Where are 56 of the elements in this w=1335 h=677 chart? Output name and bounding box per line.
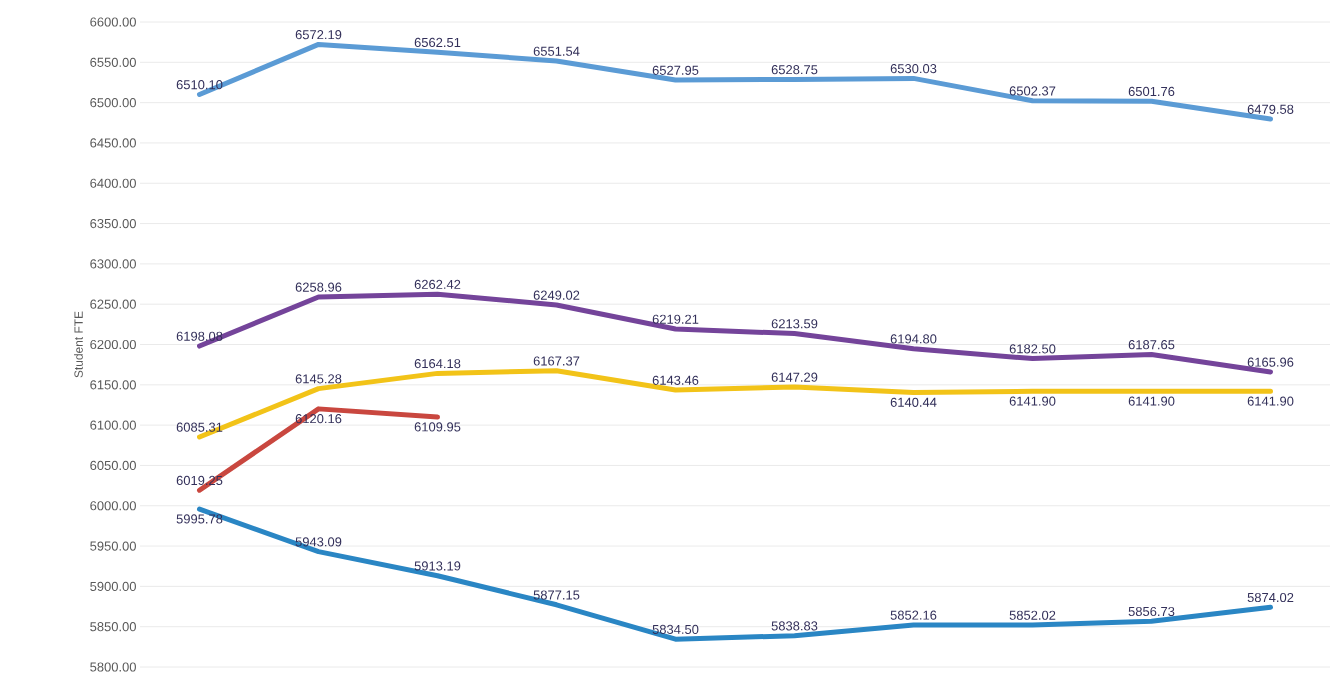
data-label: 6140.44: [890, 397, 937, 407]
data-label: 6143.46: [652, 375, 699, 385]
data-label: 6109.95: [414, 422, 461, 432]
data-label: 6501.76: [1128, 86, 1175, 96]
data-label: 5856.73: [1128, 606, 1175, 617]
y-tick-label: 6200.00: [90, 339, 136, 350]
data-label: 6141.90: [1009, 396, 1056, 406]
data-label: 6572.19: [295, 30, 342, 40]
y-tick-label: 6100.00: [90, 420, 136, 430]
data-label: 6528.75: [771, 65, 818, 75]
y-tick-label: 6050.00: [90, 460, 136, 471]
data-label: 6164.18: [414, 359, 461, 369]
y-tick-label: 6400.00: [90, 178, 136, 188]
data-label: 6502.37: [1009, 86, 1056, 96]
data-label: 6187.65: [1128, 340, 1175, 350]
data-label: 6141.90: [1128, 396, 1175, 406]
data-label: 6182.50: [1009, 344, 1056, 354]
data-label: 5877.15: [533, 590, 580, 600]
data-label: 6530.03: [890, 64, 937, 74]
y-tick-label: 6600.00: [90, 17, 136, 27]
data-label: 6165.96: [1247, 357, 1294, 367]
data-label: 5995.78: [176, 514, 223, 524]
data-label: 6213.59: [771, 319, 818, 329]
y-tick-label: 5950.00: [90, 541, 136, 551]
y-tick-label: 5900.00: [90, 581, 136, 591]
y-tick-label: 6550.00: [90, 57, 136, 67]
data-label: 5943.09: [295, 537, 342, 547]
data-label: 6147.29: [771, 372, 818, 382]
data-label: 5852.02: [1009, 610, 1056, 620]
data-label: 6167.37: [533, 356, 580, 366]
data-label: 6551.54: [533, 46, 580, 56]
data-label: 6141.90: [1247, 396, 1294, 406]
y-tick-label: 6000.00: [90, 501, 136, 511]
y-tick-label: 6450.00: [90, 138, 136, 148]
data-label: 6249.02: [533, 290, 580, 300]
data-label: 5838.83: [771, 621, 818, 631]
y-axis-title: Student FTE: [74, 311, 83, 378]
data-label: 6527.95: [652, 65, 699, 75]
data-label: 5913.19: [414, 561, 461, 571]
y-tick-label: 6250.00: [90, 299, 136, 309]
y-tick-label: 6350.00: [90, 218, 136, 229]
y-tick-label: 6300.00: [90, 259, 136, 269]
data-label: 6562.51: [414, 37, 461, 48]
data-label: 6219.21: [652, 314, 699, 324]
y-tick-label: 6500.00: [90, 98, 136, 108]
data-label: 5834.50: [652, 624, 699, 634]
y-tick-label: 6150.00: [90, 380, 136, 390]
y-tick-label: 5800.00: [90, 662, 136, 672]
data-label: 6479.58: [1247, 104, 1294, 114]
data-label: 6145.28: [295, 374, 342, 384]
data-label: 6194.80: [890, 334, 937, 344]
y-tick-label: 5850.00: [90, 622, 136, 632]
data-label: 6262.42: [414, 279, 461, 289]
data-label: 6258.96: [295, 282, 342, 292]
data-label: 5874.02: [1247, 592, 1294, 603]
data-label: 5852.16: [890, 610, 937, 620]
